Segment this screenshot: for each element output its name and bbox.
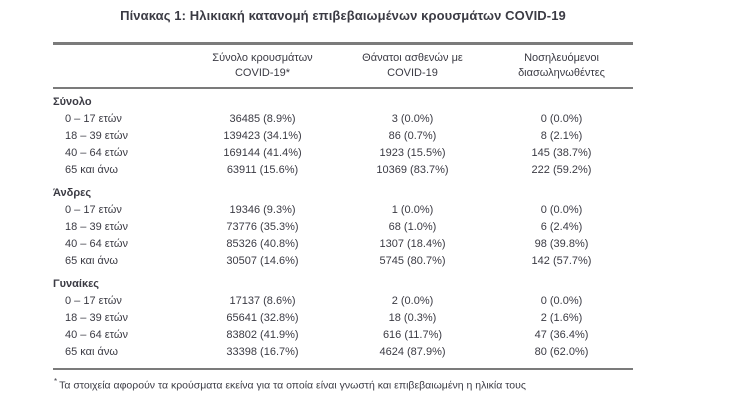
intubated-cell: 0 (0.0%): [540, 204, 583, 216]
age-label-cell: 18 – 39 ετών: [65, 130, 128, 142]
table-row: 0 – 17 ετών 36485 (8.9%) 3 (0.0%) 0 (0.0…: [53, 111, 633, 128]
age-label-cell: 40 – 64 ετών: [65, 238, 128, 250]
cases-cell: 63911 (15.6%): [226, 164, 299, 176]
deaths-cell: 86 (0.7%): [388, 130, 437, 142]
footnote-asterisk: *: [54, 377, 58, 386]
header-col-cases-line1: Σύνολο κρουσμάτων: [212, 52, 313, 64]
deaths-cell: 68 (1.0%): [388, 221, 437, 233]
table-header-row: Σύνολο κρουσμάτων COVID-19* Θάνατοι ασθε…: [53, 42, 633, 89]
intubated-cell: 142 (57.7%): [531, 255, 592, 267]
intubated-cell: 98 (39.8%): [534, 238, 589, 250]
cases-cell: 169144 (41.4%): [223, 147, 302, 159]
intubated-cell: 80 (62.0%): [534, 346, 589, 358]
section-men: Άνδρες 0 – 17 ετών 19346 (9.3%) 1 (0.0%)…: [53, 185, 633, 270]
deaths-cell: 1307 (18.4%): [379, 238, 446, 250]
age-label-cell: 65 και άνω: [65, 255, 118, 267]
deaths-cell: 18 (0.3%): [388, 312, 437, 324]
section-women: Γυναίκες 0 – 17 ετών 17137 (8.6%) 2 (0.0…: [53, 276, 633, 361]
intubated-cell: 145 (38.7%): [531, 147, 592, 159]
section-header-row: Σύνολο: [53, 94, 633, 111]
section-header-row: Γυναίκες: [53, 276, 633, 293]
header-col-intubated-line1: Νοσηλευόμενοι: [524, 52, 599, 64]
intubated-cell: 0 (0.0%): [540, 295, 583, 307]
header-col-deaths: Θάνατοι ασθενών με COVID-19: [335, 51, 490, 81]
age-label-cell: 40 – 64 ετών: [65, 147, 128, 159]
header-col-intubated-line2: διασωληνωθέντες: [518, 67, 605, 79]
intubated-cell: 222 (59.2%): [531, 164, 592, 176]
footnote-text: Τα στοιχεία αφορούν τα κρούσματα εκείνα …: [59, 379, 526, 392]
cases-cell: 33398 (16.7%): [226, 346, 299, 358]
section-label: Άνδρες: [53, 187, 92, 199]
table-row: 40 – 64 ετών 169144 (41.4%) 1923 (15.5%)…: [53, 145, 633, 162]
cases-cell: 73776 (35.3%): [226, 221, 299, 233]
age-label-cell: 0 – 17 ετών: [65, 113, 122, 125]
deaths-cell: 616 (11.7%): [382, 329, 443, 341]
deaths-cell: 4624 (87.9%): [379, 346, 446, 358]
covid-age-table: Σύνολο κρουσμάτων COVID-19* Θάνατοι ασθε…: [53, 42, 633, 370]
age-label-cell: 65 και άνω: [65, 164, 118, 176]
cases-cell: 139423 (34.1%): [223, 130, 302, 142]
cases-cell: 83802 (41.9%): [226, 329, 299, 341]
table-row: 18 – 39 ετών 139423 (34.1%) 86 (0.7%) 8 …: [53, 128, 633, 145]
deaths-cell: 10369 (83.7%): [376, 164, 449, 176]
age-label-cell: 18 – 39 ετών: [65, 221, 128, 233]
table-row: 18 – 39 ετών 73776 (35.3%) 68 (1.0%) 6 (…: [53, 219, 633, 236]
deaths-cell: 1923 (15.5%): [379, 147, 446, 159]
table-row: 65 και άνω 63911 (15.6%) 10369 (83.7%) 2…: [53, 162, 633, 179]
section-total: Σύνολο 0 – 17 ετών 36485 (8.9%) 3 (0.0%)…: [53, 94, 633, 179]
age-label-cell: 0 – 17 ετών: [65, 295, 122, 307]
deaths-cell: 5745 (80.7%): [379, 255, 446, 267]
cases-cell: 36485 (8.9%): [229, 113, 296, 125]
table-row: 40 – 64 ετών 83802 (41.9%) 616 (11.7%) 4…: [53, 327, 633, 344]
deaths-cell: 1 (0.0%): [391, 204, 434, 216]
header-empty-cell: [53, 51, 190, 81]
section-label: Γυναίκες: [53, 278, 100, 290]
intubated-cell: 0 (0.0%): [540, 113, 583, 125]
table-row: 65 και άνω 33398 (16.7%) 4624 (87.9%) 80…: [53, 344, 633, 361]
deaths-cell: 2 (0.0%): [391, 295, 434, 307]
table-body: Σύνολο 0 – 17 ετών 36485 (8.9%) 3 (0.0%)…: [53, 89, 633, 370]
cases-cell: 85326 (40.8%): [226, 238, 299, 250]
header-col-cases-line2: COVID-19*: [234, 67, 291, 79]
deaths-cell: 3 (0.0%): [391, 113, 434, 125]
intubated-cell: 47 (36.4%): [534, 329, 589, 341]
intubated-cell: 6 (2.4%): [540, 221, 583, 233]
intubated-cell: 2 (1.6%): [540, 312, 583, 324]
section-header-row: Άνδρες: [53, 185, 633, 202]
age-label-cell: 18 – 39 ετών: [65, 312, 128, 324]
cases-cell: 19346 (9.3%): [229, 204, 296, 216]
age-label-cell: 0 – 17 ετών: [65, 204, 122, 216]
table-row: 18 – 39 ετών 65641 (32.8%) 18 (0.3%) 2 (…: [53, 310, 633, 327]
table-row: 0 – 17 ετών 17137 (8.6%) 2 (0.0%) 0 (0.0…: [53, 293, 633, 310]
table-row: 65 και άνω 30507 (14.6%) 5745 (80.7%) 14…: [53, 253, 633, 270]
footnote: * Τα στοιχεία αφορούν τα κρούσματα εκείνα…: [54, 375, 654, 393]
table-title: Πίνακας 1: Ηλικιακή κατανομή επιβεβαιωμέ…: [120, 8, 566, 23]
cases-cell: 65641 (32.8%): [226, 312, 299, 324]
intubated-cell: 8 (2.1%): [540, 130, 583, 142]
header-col-cases: Σύνολο κρουσμάτων COVID-19*: [190, 51, 335, 81]
cases-cell: 30507 (14.6%): [226, 255, 299, 267]
age-label-cell: 65 και άνω: [65, 346, 118, 358]
header-col-deaths-line1: Θάνατοι ασθενών με: [362, 52, 463, 64]
table-row: 0 – 17 ετών 19346 (9.3%) 1 (0.0%) 0 (0.0…: [53, 202, 633, 219]
cases-cell: 17137 (8.6%): [229, 295, 296, 307]
section-label: Σύνολο: [53, 96, 92, 108]
age-label-cell: 40 – 64 ετών: [65, 329, 128, 341]
table-row: 40 – 64 ετών 85326 (40.8%) 1307 (18.4%) …: [53, 236, 633, 253]
header-col-deaths-line2: COVID-19: [387, 67, 438, 79]
header-col-intubated: Νοσηλευόμενοι διασωληνωθέντες: [490, 51, 633, 81]
